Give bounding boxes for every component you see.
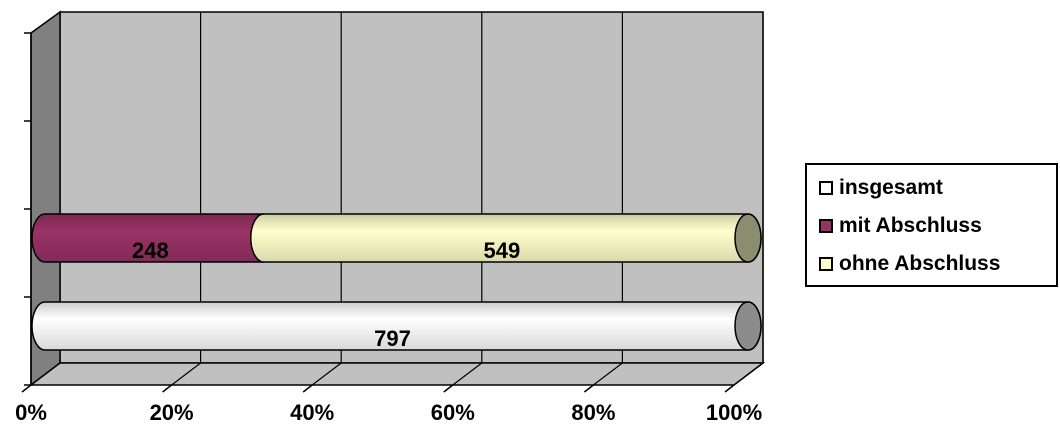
bars: 797 248 549 [31, 213, 762, 351]
data-label: 248 [132, 238, 169, 263]
legend-swatch-ohne-abschluss [819, 257, 833, 271]
bar-end-cap [734, 301, 762, 351]
x-tick-label: 40% [290, 400, 334, 425]
gridline-floor [733, 362, 764, 386]
bar-insgesamt: 797 [31, 301, 762, 351]
x-tick-label: 0% [15, 400, 47, 425]
bar-ohne-abschluss: 549 [250, 213, 762, 263]
legend-swatch-insgesamt [819, 181, 833, 195]
data-label: 797 [374, 326, 411, 351]
legend-item-ohne-abschluss: ohne Abschluss [819, 249, 1000, 279]
x-tick [724, 384, 735, 393]
bar-end-cap [734, 213, 762, 263]
x-tick-label: 60% [431, 400, 475, 425]
x-tick-label: 100% [706, 400, 762, 425]
legend: insgesamt mit Abschluss ohne Abschluss [805, 163, 1058, 287]
gridline-floor [171, 362, 201, 386]
plot-floor [28, 362, 766, 386]
legend-label: insgesamt [839, 176, 943, 199]
x-tick-label: 80% [571, 400, 615, 425]
x-tick-label: 20% [150, 400, 194, 425]
legend-label: mit Abschluss [839, 214, 982, 237]
x-tick [443, 384, 454, 393]
y-axis-ticks [24, 32, 32, 386]
x-tick [162, 384, 173, 393]
x-axis-labels: 0% 20% 40% 60% 80% 100% [15, 400, 762, 425]
x-tick [21, 384, 32, 393]
bar-mit-abschluss: 248 [31, 213, 278, 263]
gridline-floor [311, 362, 342, 386]
legend-item-insgesamt: insgesamt [819, 173, 943, 203]
legend-swatch-mit-abschluss [819, 219, 833, 233]
gridline-floor [452, 362, 483, 386]
x-axis-ticks [21, 384, 735, 393]
legend-label: ohne Abschluss [839, 252, 1001, 275]
x-tick [583, 384, 594, 393]
x-tick [302, 384, 313, 393]
data-label: 549 [484, 238, 521, 263]
gridline-floor [593, 362, 623, 386]
legend-item-mit-abschluss: mit Abschluss [819, 211, 982, 241]
